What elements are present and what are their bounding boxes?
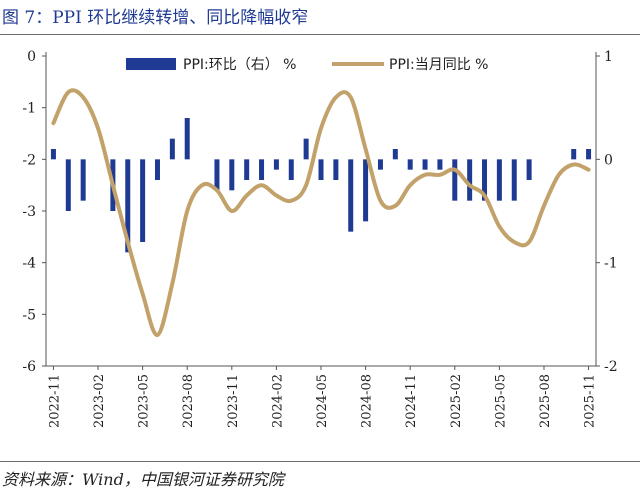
x-tick-label: 2023-02 <box>92 374 107 428</box>
x-tick-label: 2025-08 <box>538 374 553 428</box>
left-tick-label: -3 <box>22 204 36 220</box>
bar-ppi-mom <box>363 159 369 222</box>
bar-ppi-mom <box>244 159 250 180</box>
right-tick-label: -1 <box>604 256 618 272</box>
left-tick-label: -4 <box>22 256 36 272</box>
bar-ppi-mom <box>377 159 383 170</box>
bar-ppi-mom <box>229 159 235 191</box>
bar-ppi-mom <box>288 159 294 180</box>
top-rule <box>0 34 640 35</box>
bar-ppi-mom <box>422 159 428 170</box>
x-tick-label: 2024-11 <box>404 374 419 428</box>
bar-ppi-mom <box>214 159 220 191</box>
bar-ppi-mom <box>303 138 309 160</box>
bar-ppi-mom <box>169 138 175 160</box>
right-tick-label: 0 <box>604 152 613 168</box>
bar-ppi-mom <box>50 149 56 160</box>
bar-ppi-mom <box>65 159 71 211</box>
legend-label-line: PPI:当月同比 % <box>389 57 488 73</box>
bar-ppi-mom <box>259 159 265 180</box>
bar-ppi-mom <box>273 159 279 170</box>
x-tick-label: 2023-05 <box>137 374 152 428</box>
bar-ppi-mom <box>452 159 458 201</box>
bar-ppi-mom <box>125 159 131 253</box>
x-tick-label: 2023-08 <box>181 374 196 428</box>
legend-swatch-bar <box>126 58 176 70</box>
bar-ppi-mom <box>586 149 592 160</box>
x-tick-label: 2024-08 <box>360 374 375 428</box>
tick-labels: 0 -1 -2 -3 -4 -5 -6 1 0 -1 -2 2022-11 2023-02 2023-05… <box>22 49 617 428</box>
chart-axes <box>42 52 600 370</box>
figure-title: 图 7：PPI 环比继续转增、同比降幅收窄 <box>2 8 309 28</box>
right-tick-label: 1 <box>604 49 613 65</box>
bar-ppi-mom <box>184 118 190 160</box>
bar-ppi-mom <box>154 159 160 180</box>
bar-ppi-mom <box>318 159 324 180</box>
bottom-rule <box>0 461 640 462</box>
x-tick-label: 2024-05 <box>315 374 330 428</box>
left-tick-label: -2 <box>22 152 36 168</box>
bar-ppi-mom <box>333 159 339 180</box>
bar-series-ppi-mom <box>50 118 592 253</box>
line-series-ppi-yoy <box>51 88 591 338</box>
right-tick-label: -2 <box>604 359 618 375</box>
left-tick-label: -6 <box>22 359 36 375</box>
bar-ppi-mom <box>467 159 473 201</box>
x-tick-label: 2025-11 <box>583 374 598 428</box>
bar-ppi-mom <box>80 159 86 201</box>
left-tick-label: 0 <box>27 49 36 65</box>
x-tick-label: 2024-02 <box>270 374 285 428</box>
x-tick-label: 2022-11 <box>47 374 62 428</box>
bar-ppi-mom <box>140 159 146 242</box>
bar-ppi-mom <box>482 159 488 201</box>
left-tick-label: -1 <box>22 101 36 117</box>
source-note: 资料来源：Wind，中国银河证券研究院 <box>2 470 284 489</box>
x-tick-label: 2023-11 <box>226 374 241 428</box>
bar-ppi-mom <box>348 159 354 232</box>
bar-ppi-mom <box>496 159 502 201</box>
left-tick-label: -5 <box>22 307 36 323</box>
chart-legend: PPI:环比（右） % PPI:当月同比 % <box>126 57 488 73</box>
line-ppi-yoy <box>51 88 591 338</box>
bar-ppi-mom <box>437 159 443 170</box>
bar-ppi-mom <box>571 149 577 160</box>
bar-ppi-mom <box>511 159 517 201</box>
x-tick-label: 2025-05 <box>493 374 508 428</box>
bar-ppi-mom <box>407 159 413 170</box>
bar-ppi-mom <box>526 159 532 180</box>
legend-label-bar: PPI:环比（右） % <box>183 57 296 73</box>
x-tick-label: 2025-02 <box>449 374 464 428</box>
bar-ppi-mom <box>392 149 398 160</box>
